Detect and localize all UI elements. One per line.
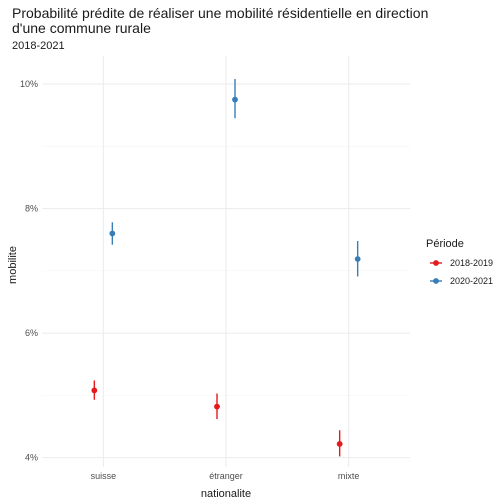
data-point — [91, 387, 98, 394]
x-tick-label: mixte — [338, 471, 360, 481]
y-tick-label: 6% — [25, 328, 38, 338]
x-axis-title: nationalite — [201, 488, 251, 500]
data-point — [354, 256, 361, 262]
y-axis-ticks: 4% 6% 8% 10% — [20, 79, 38, 463]
x-tick-label: étranger — [209, 471, 243, 481]
y-tick-label: 10% — [20, 79, 38, 89]
data-point — [214, 403, 220, 410]
data-point — [336, 441, 343, 447]
x-axis-ticks: suisse étranger mixte — [91, 471, 360, 481]
legend-label: 2020-2021 — [450, 276, 493, 286]
data-point — [232, 96, 238, 103]
plot-grid — [42, 56, 410, 467]
chart-title-line1: Probabilité prédite de réaliser une mobi… — [12, 5, 428, 21]
legend-key-point — [433, 260, 439, 266]
legend-key-point — [433, 278, 439, 284]
y-axis-title: mobilite — [7, 246, 19, 284]
y-tick-label: 4% — [25, 453, 38, 463]
legend-items: 2018-2019 2020-2021 — [430, 258, 493, 286]
data-point — [109, 230, 116, 237]
y-tick-label: 8% — [25, 204, 38, 214]
plot-marks — [91, 79, 361, 457]
legend: Période 2018-2019 2020-2021 — [426, 238, 493, 286]
chart-title-line2: d'une commune rurale — [12, 20, 151, 36]
legend-label: 2018-2019 — [450, 258, 493, 268]
legend-title: Période — [426, 238, 464, 250]
x-tick-label: suisse — [91, 471, 117, 481]
chart-subtitle: 2018-2021 — [12, 40, 65, 52]
